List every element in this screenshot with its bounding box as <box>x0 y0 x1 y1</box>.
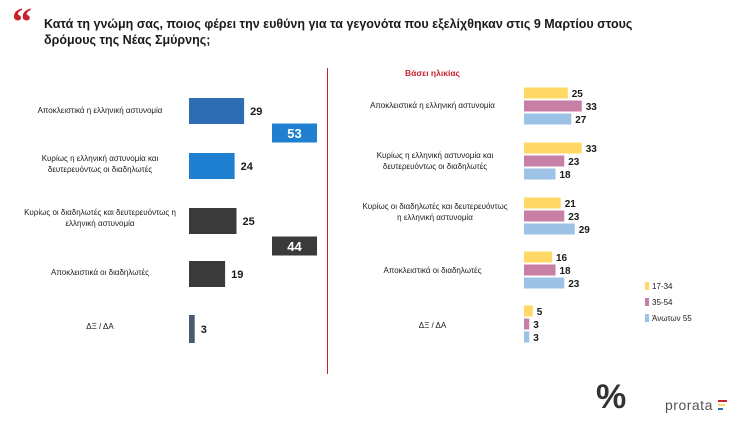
left-total-label: 53 <box>287 126 301 141</box>
left-total-label: 44 <box>287 239 302 254</box>
right-bar <box>524 100 582 112</box>
right-bar <box>524 318 530 330</box>
left-category-label: Αποκλειστικά οι διαδηλωτές <box>51 268 149 277</box>
right-bar-value-label: 23 <box>568 279 580 290</box>
legend-label: 35-54 <box>652 297 673 307</box>
right-bar-value-label: 16 <box>556 253 568 264</box>
right-bar <box>524 305 533 317</box>
prorata-logo-icon: % <box>596 378 627 416</box>
right-category-label: Αποκλειστικά οι διαδηλωτές <box>383 266 482 275</box>
left-bar <box>189 153 235 179</box>
left-category-label: Κυρίως οι διαδηλωτές και δευτερευόντως η… <box>24 208 176 228</box>
right-bar <box>524 264 556 276</box>
left-category-label: Κυρίως η ελληνική αστυνομία και δευτερευ… <box>41 154 159 174</box>
left-bar-value-label: 19 <box>231 269 243 281</box>
legend-item: 17-34 <box>645 278 692 294</box>
right-category-label: Αποκλειστικά η ελληνική αστυνομία <box>370 101 495 110</box>
legend-item: Άνωτων 55 <box>645 310 692 326</box>
left-total-box <box>272 123 317 143</box>
right-category-label: ΔΞ / ΔΑ <box>418 321 447 330</box>
left-bar <box>189 261 226 287</box>
right-category-label: Κυρίως η ελληνική αστυνομία και δευτερευ… <box>376 151 494 171</box>
right-bar <box>524 277 565 289</box>
right-bar-value-label: 23 <box>568 157 580 168</box>
prorata-logo-text: prorata <box>665 397 713 413</box>
left-bar <box>189 98 245 124</box>
right-bar <box>524 87 568 99</box>
left-bar <box>189 315 195 343</box>
right-bar-value-label: 23 <box>568 212 580 223</box>
right-bar <box>524 210 565 222</box>
age-breakdown-subtitle: Βάσει ηλικίας <box>405 68 460 78</box>
right-bar-value-label: 33 <box>586 102 598 113</box>
quote-mark-icon: “ <box>12 0 32 44</box>
right-category-label: Κυρίως οι διαδηλωτές και δευτερευόντως η… <box>362 202 508 222</box>
right-bar <box>524 142 582 154</box>
left-bar-value-label: 25 <box>243 216 255 228</box>
logo-bars-icon <box>718 400 727 410</box>
legend-label: Άνωτων 55 <box>652 313 692 323</box>
right-bar-value-label: 3 <box>533 320 539 331</box>
right-bar-value-label: 5 <box>537 307 543 318</box>
legend: 17-34 35-54 Άνωτων 55 <box>645 278 692 326</box>
legend-label: 17-34 <box>652 281 673 291</box>
right-bar <box>524 331 530 343</box>
panel-divider <box>327 68 328 374</box>
left-bar-value-label: 3 <box>201 324 207 336</box>
left-bar-value-label: 29 <box>250 106 262 118</box>
right-bar <box>524 113 572 125</box>
right-bar <box>524 155 565 167</box>
right-bar <box>524 223 575 235</box>
chart-question-title: Κατά τη γνώμη σας, ποιος φέρει την ευθύν… <box>44 17 633 47</box>
right-bar-value-label: 33 <box>586 144 598 155</box>
right-bar-value-label: 27 <box>575 115 587 126</box>
left-category-label: ΔΞ / ΔΑ <box>86 322 114 331</box>
right-bar <box>524 197 561 209</box>
left-category-label: Αποκλειστικά η ελληνική αστυνομία <box>37 106 163 115</box>
legend-swatch <box>645 314 649 322</box>
legend-swatch <box>645 298 649 306</box>
left-bar <box>189 208 237 234</box>
right-bar-value-label: 25 <box>572 89 584 100</box>
right-bar-value-label: 18 <box>560 170 572 181</box>
right-bar <box>524 168 556 180</box>
legend-swatch <box>645 282 649 290</box>
left-bar-value-label: 24 <box>241 161 254 173</box>
right-bar-value-label: 18 <box>560 266 572 277</box>
right-bar <box>524 251 552 263</box>
right-bar-value-label: 3 <box>533 333 539 344</box>
left-total-box <box>272 236 317 256</box>
right-bar-value-label: 21 <box>565 199 577 210</box>
right-bar-value-label: 29 <box>579 225 591 236</box>
legend-item: 35-54 <box>645 294 692 310</box>
